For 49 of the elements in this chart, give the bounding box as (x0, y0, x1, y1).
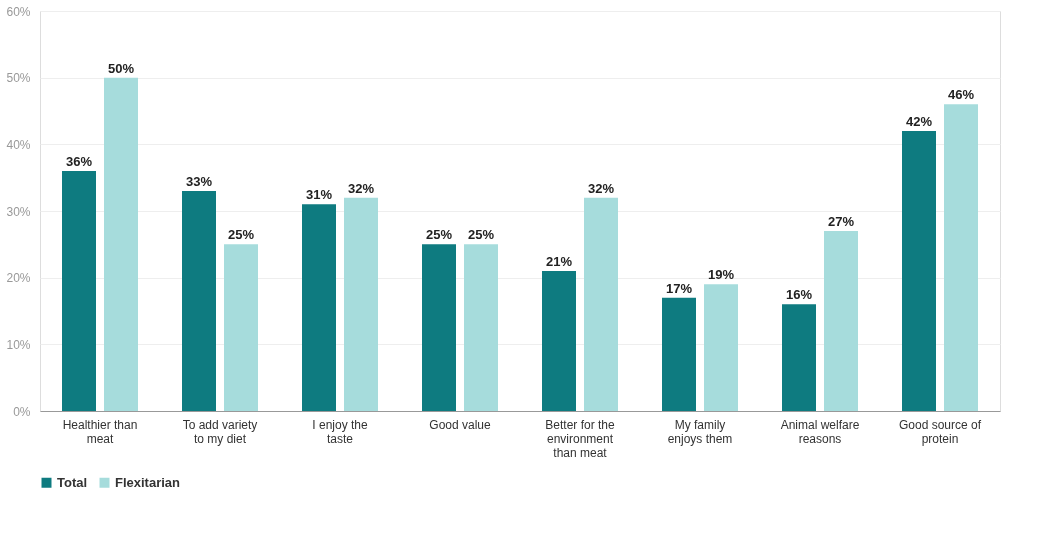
bar (902, 131, 936, 411)
x-tick-label: My family enjoys them (667, 417, 733, 446)
y-tick-label: 10% (6, 337, 31, 352)
bar (704, 284, 738, 411)
data-label: 16% (785, 287, 813, 303)
y-tick-label: 60% (6, 4, 31, 19)
y-tick-label: 20% (6, 271, 31, 286)
data-label: 25% (467, 227, 495, 243)
bar (182, 191, 216, 411)
data-label: 32% (587, 180, 615, 196)
data-label: 33% (185, 174, 213, 189)
data-label: 31% (305, 187, 333, 203)
x-tick-label: Good value (429, 417, 492, 432)
x-tick-label: Animal welfare reasons (780, 417, 860, 446)
bar (104, 77, 138, 411)
data-label: 50% (107, 60, 135, 76)
x-tick-label: Good source of protein (898, 417, 982, 446)
data-label: 25% (227, 227, 255, 243)
bar (224, 244, 258, 411)
x-tick-label: To add variety to my diet (182, 417, 258, 446)
data-label: 21% (545, 254, 573, 269)
bar (782, 304, 816, 411)
bar (824, 231, 858, 411)
legend-label: Total (57, 474, 88, 490)
y-tick-label: 40% (6, 137, 31, 152)
data-label: 19% (707, 267, 735, 283)
y-tick-label: 30% (6, 204, 31, 219)
bar (944, 104, 978, 411)
data-label: 42% (905, 114, 933, 129)
x-tick-label: Better for the environment than meat (545, 417, 616, 460)
y-tick-label: 50% (6, 71, 31, 86)
legend-label: Flexitarian (115, 474, 181, 490)
x-tick-label: Healthier than meat (62, 417, 138, 446)
bar (464, 244, 498, 411)
bar (584, 197, 618, 411)
bar (62, 171, 96, 411)
bar (662, 297, 696, 411)
bar (344, 197, 378, 411)
data-label: 32% (347, 180, 375, 196)
y-tick-label: 0% (13, 404, 31, 419)
data-label: 27% (827, 214, 855, 229)
bar (422, 244, 456, 411)
data-label: 36% (65, 154, 93, 169)
data-label: 46% (947, 87, 975, 103)
data-label: 25% (425, 227, 453, 243)
data-label: 17% (665, 280, 693, 296)
bar (542, 271, 576, 411)
x-tick-label: I enjoy the taste (312, 417, 369, 446)
bar (302, 204, 336, 411)
